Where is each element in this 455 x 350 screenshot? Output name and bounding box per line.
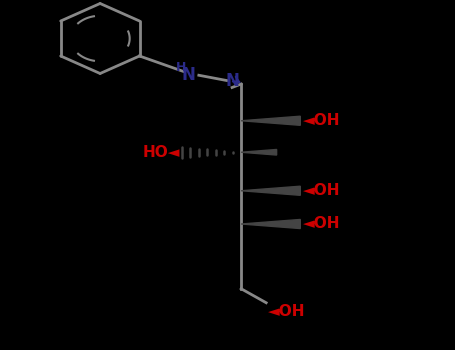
Text: N: N: [182, 66, 196, 84]
Text: HO◄: HO◄: [142, 145, 180, 160]
Polygon shape: [241, 149, 277, 155]
Polygon shape: [241, 116, 300, 125]
Text: ◄OH: ◄OH: [303, 217, 340, 231]
Polygon shape: [241, 186, 300, 195]
Text: ◄OH: ◄OH: [303, 183, 340, 198]
Text: H: H: [176, 61, 186, 74]
Polygon shape: [241, 219, 300, 229]
Text: N: N: [225, 71, 239, 90]
Text: ◄OH: ◄OH: [303, 113, 340, 128]
Text: ◄OH: ◄OH: [268, 304, 306, 320]
